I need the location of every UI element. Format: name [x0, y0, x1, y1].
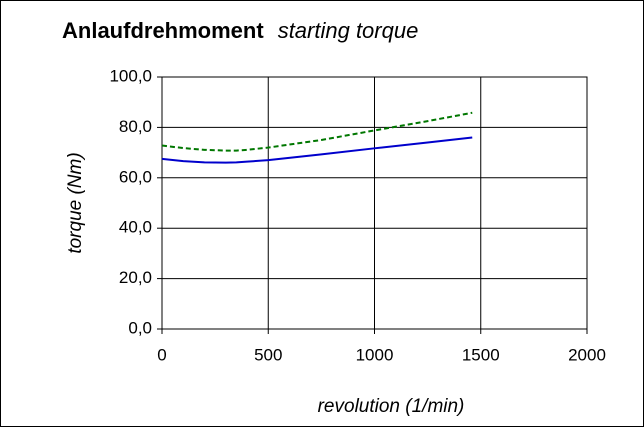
title: Anlaufdrehmoment [62, 18, 264, 43]
y-tick-label: 20,0 [119, 268, 152, 287]
y-tick-label: 60,0 [119, 167, 152, 186]
chart-title: Anlaufdrehmoment starting torque [62, 18, 418, 43]
line-series [161, 136, 473, 164]
plot-area [161, 76, 588, 330]
y-axis-label: torque (Nm) [65, 152, 86, 253]
x-tick-label: 0 [157, 345, 166, 364]
x-tick-label: 2000 [568, 345, 606, 364]
x-tick-label: 1000 [356, 345, 394, 364]
y-tick-label: 100,0 [109, 66, 152, 85]
y-tick-label: 80,0 [119, 117, 152, 136]
x-axis-label: revolution (1/min) [318, 396, 465, 417]
subtitle: starting torque [278, 18, 419, 43]
y-tick-label: 0,0 [128, 318, 152, 337]
y-tick-label: 40,0 [119, 218, 152, 237]
x-tick-label: 500 [254, 345, 282, 364]
line-series [161, 111, 473, 152]
x-tick-label: 1500 [462, 345, 500, 364]
